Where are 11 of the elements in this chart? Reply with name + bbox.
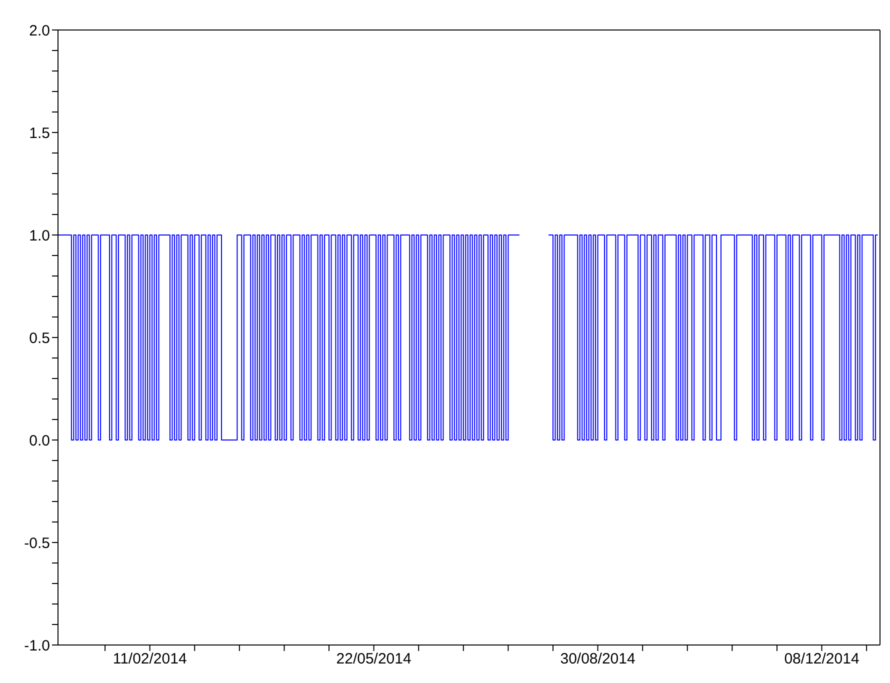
y-tick-label: 0.5 <box>29 330 50 347</box>
y-tick-label: 1.5 <box>29 124 50 142</box>
y-tick-label: 0.0 <box>29 432 50 450</box>
x-tick-label: 22/05/2014 <box>336 650 412 668</box>
x-tick-label: 30/08/2014 <box>560 650 636 668</box>
y-tick-label: -1.0 <box>24 637 50 654</box>
y-tick-label: -0.5 <box>24 534 50 552</box>
y-tick-label: 1.0 <box>29 227 50 244</box>
x-tick-label: 08/12/2014 <box>784 650 860 668</box>
x-tick-label: 11/02/2014 <box>112 650 187 668</box>
y-tick-label: 2.0 <box>29 22 50 40</box>
